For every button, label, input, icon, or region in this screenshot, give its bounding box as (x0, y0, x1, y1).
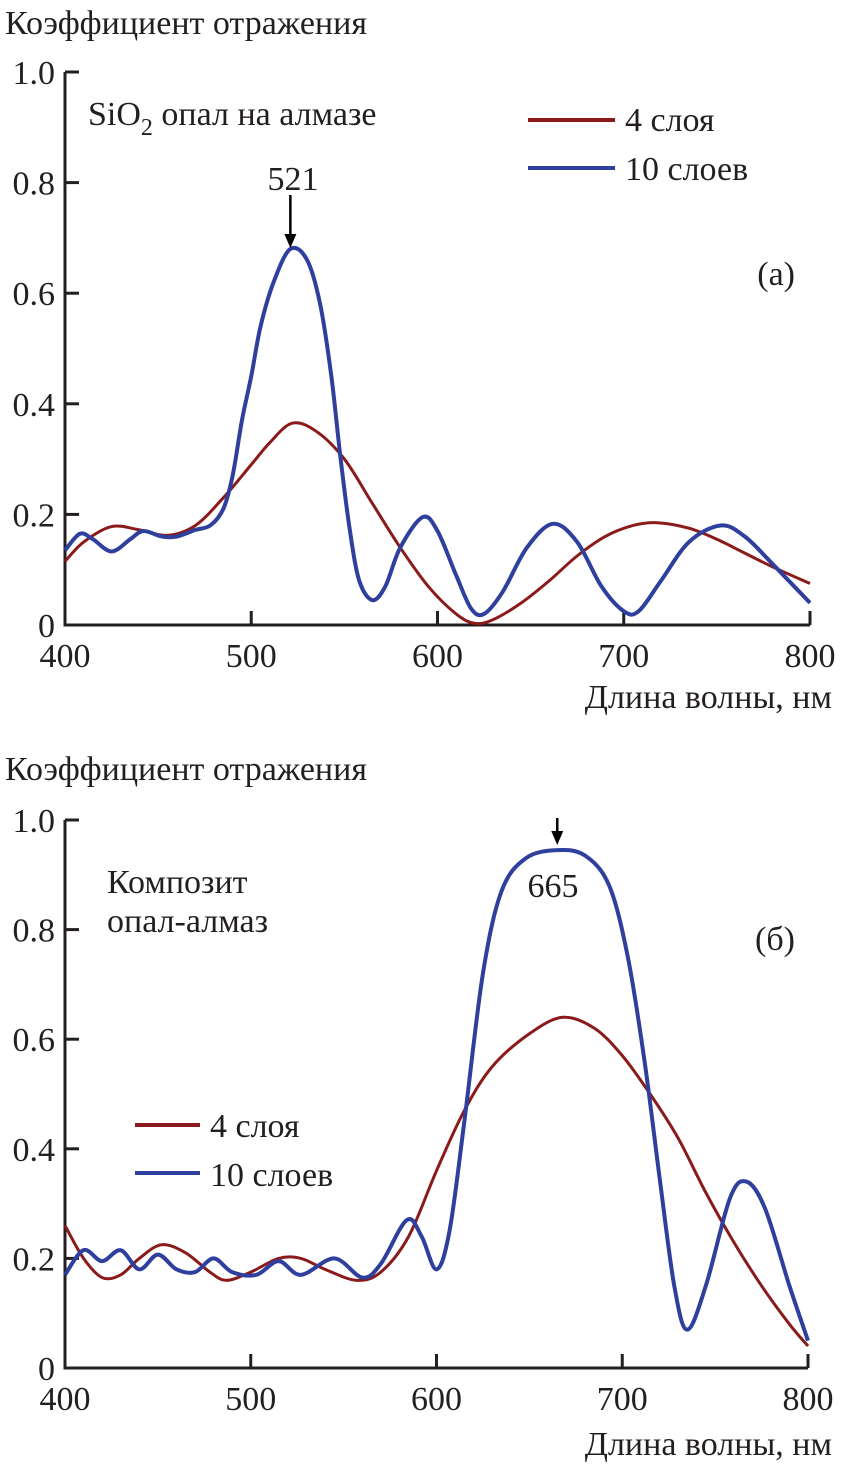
peak-arrow-icon (551, 831, 564, 845)
y-tick-label: 1.0 (13, 803, 56, 840)
y-tick-label: 0.4 (13, 387, 56, 424)
legend-label-4-layers: 4 слоя (210, 1108, 300, 1145)
legend-label-10-layers: 10 слоев (625, 151, 748, 188)
panel-label: (а) (757, 256, 795, 293)
sample-annotation: SiO2 опал на алмазе (88, 96, 377, 141)
y-tick-label: 0.6 (13, 1022, 56, 1059)
legend: 4 слоя 10 слоев (135, 1108, 333, 1194)
y-tick-label: 0.2 (13, 497, 56, 534)
y-axis-label: Коэффициент отражения (5, 5, 367, 42)
legend-label-10-layers: 10 слоев (210, 1157, 333, 1194)
x-tick-label: 600 (412, 638, 463, 675)
x-axis-label: Длина волны, нм (585, 679, 832, 716)
y-tick-label: 0.8 (13, 166, 56, 203)
annotation-main: SiO (88, 96, 141, 133)
x-tick-label: 700 (598, 638, 649, 675)
y-tick-label: 0.8 (13, 913, 56, 950)
panel-a: Коэффициент отражения Длина волны, нм Si… (5, 5, 836, 716)
peak-arrow-icon (284, 234, 297, 248)
y-tick-label: 1.0 (13, 55, 56, 92)
sample-annotation-line2: опал-алмаз (107, 903, 268, 940)
y-tick-label: 0 (38, 608, 55, 645)
x-tick-label: 800 (783, 1381, 834, 1418)
panel-b: Коэффициент отражения Длина волны, нм Ко… (5, 751, 834, 1463)
series-line-4-layers (63, 421, 811, 626)
y-tick-label: 0.2 (13, 1241, 56, 1278)
annotation-subscript: 2 (141, 115, 153, 141)
series-line-10-layers (63, 847, 810, 1342)
x-axis-label: Длина волны, нм (585, 1426, 832, 1463)
x-tick-label: 400 (40, 638, 91, 675)
x-tick-label: 500 (225, 1381, 276, 1418)
series-line-10-layers (63, 245, 812, 618)
annotation-rest: опал на алмазе (153, 96, 377, 133)
peak-label: 665 (528, 868, 579, 905)
series-line-4-layers (63, 1015, 810, 1348)
y-tick-label: 0.4 (13, 1132, 56, 1169)
y-tick-label: 0.6 (13, 276, 56, 313)
x-tick-label: 600 (411, 1381, 462, 1418)
panel-label: (б) (755, 921, 795, 958)
x-tick-label: 500 (226, 638, 277, 675)
x-tick-label: 800 (785, 638, 836, 675)
sample-annotation-line1: Композит (107, 864, 248, 901)
legend-label-4-layers: 4 слоя (625, 102, 715, 139)
x-tick-label: 700 (597, 1381, 648, 1418)
x-tick-label: 400 (40, 1381, 91, 1418)
y-tick-label: 0 (38, 1351, 55, 1388)
peak-label: 521 (268, 161, 319, 198)
y-axis-label: Коэффициент отражения (5, 751, 367, 788)
legend: 4 слоя 10 слоев (528, 102, 748, 188)
